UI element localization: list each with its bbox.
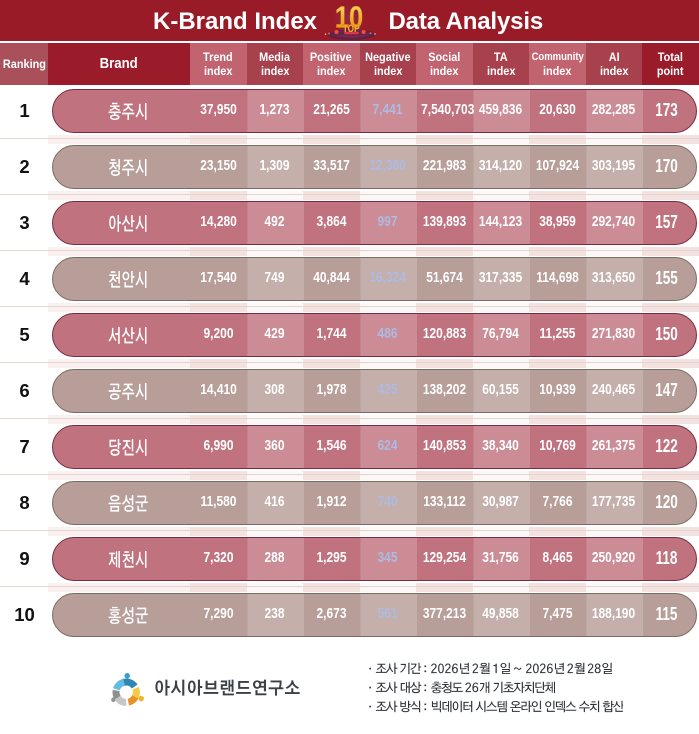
- svg-text:10: 10: [334, 1, 362, 36]
- svg-text:TOP: TOP: [343, 23, 360, 35]
- svg-text:10: 10: [335, 1, 363, 35]
